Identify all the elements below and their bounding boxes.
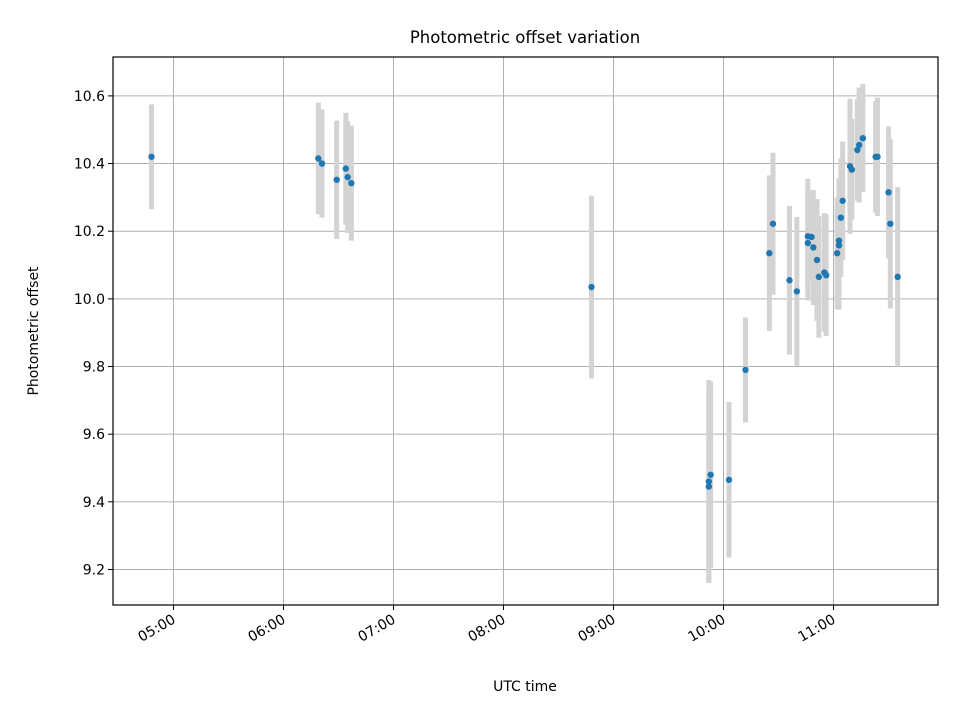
data-point xyxy=(707,471,714,478)
data-point xyxy=(839,197,846,204)
data-point xyxy=(848,166,856,173)
data-point xyxy=(742,366,749,374)
y-tick-label: 9.4 xyxy=(83,495,105,511)
data-point xyxy=(808,233,815,241)
grid-layer xyxy=(113,57,938,605)
data-point xyxy=(793,288,801,295)
data-point xyxy=(813,256,821,264)
data-point xyxy=(822,271,830,279)
data-point xyxy=(348,179,355,187)
data-point xyxy=(333,176,340,183)
data-point xyxy=(835,242,843,249)
data-point xyxy=(894,273,901,281)
y-tick-label: 9.2 xyxy=(83,562,105,578)
data-point xyxy=(148,153,155,160)
data-point xyxy=(885,189,892,196)
data-point xyxy=(705,483,713,490)
y-tick-label: 9.6 xyxy=(83,427,105,443)
data-point xyxy=(769,220,777,227)
data-point xyxy=(766,249,773,257)
data-point xyxy=(786,277,793,284)
data-point xyxy=(835,237,843,244)
plot-area-frame xyxy=(112,56,939,606)
data-point xyxy=(837,214,845,221)
data-point xyxy=(705,478,713,485)
data-point xyxy=(725,476,733,484)
data-point xyxy=(315,155,322,162)
data-point xyxy=(855,141,863,149)
data-point xyxy=(342,165,350,172)
y-axis-label: Photometric offset xyxy=(26,266,42,396)
data-point xyxy=(833,249,841,257)
y-tick-label: 9.8 xyxy=(83,360,105,376)
y-tick-label: 10.0 xyxy=(74,292,105,308)
data-point xyxy=(887,220,894,227)
y-tick-label: 10.4 xyxy=(74,157,105,173)
data-point xyxy=(859,134,867,142)
data-point xyxy=(318,160,326,167)
data-point xyxy=(854,146,861,154)
chart-title: Photometric offset variation xyxy=(410,28,640,47)
point-layer xyxy=(148,134,901,490)
y-tick-label: 10.2 xyxy=(74,224,105,240)
data-point xyxy=(344,173,351,181)
y-tick-label: 10.6 xyxy=(74,89,105,105)
data-point xyxy=(810,244,817,251)
data-point xyxy=(815,273,823,281)
data-point xyxy=(804,239,812,247)
data-point xyxy=(588,283,595,291)
x-axis-label: UTC time xyxy=(493,679,557,695)
data-point xyxy=(874,153,881,160)
